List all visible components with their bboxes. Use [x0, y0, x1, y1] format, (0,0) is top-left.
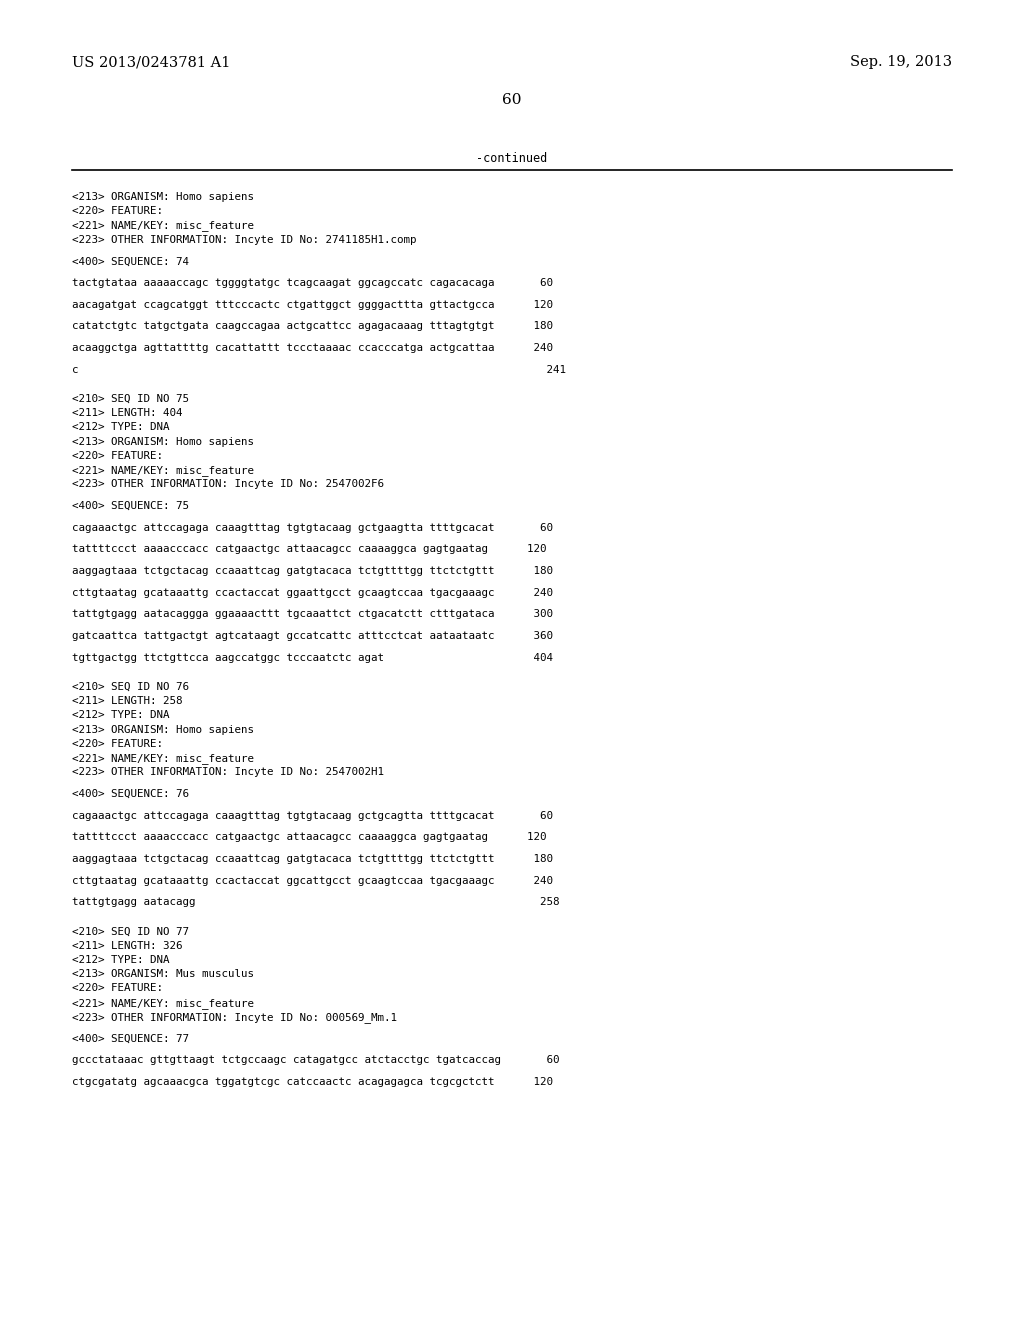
Text: gatcaattca tattgactgt agtcataagt gccatcattc atttcctcat aataataatc      360: gatcaattca tattgactgt agtcataagt gccatca… — [72, 631, 553, 642]
Text: 60: 60 — [502, 92, 522, 107]
Text: <223> OTHER INFORMATION: Incyte ID No: 2547002H1: <223> OTHER INFORMATION: Incyte ID No: 2… — [72, 767, 384, 777]
Text: <212> TYPE: DNA: <212> TYPE: DNA — [72, 954, 170, 965]
Text: <221> NAME/KEY: misc_feature: <221> NAME/KEY: misc_feature — [72, 998, 254, 1008]
Text: <213> ORGANISM: Mus musculus: <213> ORGANISM: Mus musculus — [72, 969, 254, 979]
Text: <221> NAME/KEY: misc_feature: <221> NAME/KEY: misc_feature — [72, 220, 254, 231]
Text: <210> SEQ ID NO 75: <210> SEQ ID NO 75 — [72, 393, 189, 404]
Text: <400> SEQUENCE: 75: <400> SEQUENCE: 75 — [72, 500, 189, 511]
Text: US 2013/0243781 A1: US 2013/0243781 A1 — [72, 55, 230, 69]
Text: <220> FEATURE:: <220> FEATURE: — [72, 739, 163, 748]
Text: catatctgtc tatgctgata caagccagaa actgcattcc agagacaaag tttagtgtgt      180: catatctgtc tatgctgata caagccagaa actgcat… — [72, 321, 553, 331]
Text: <223> OTHER INFORMATION: Incyte ID No: 000569_Mm.1: <223> OTHER INFORMATION: Incyte ID No: 0… — [72, 1012, 397, 1023]
Text: <210> SEQ ID NO 77: <210> SEQ ID NO 77 — [72, 927, 189, 937]
Text: <400> SEQUENCE: 77: <400> SEQUENCE: 77 — [72, 1034, 189, 1044]
Text: <213> ORGANISM: Homo sapiens: <213> ORGANISM: Homo sapiens — [72, 191, 254, 202]
Text: tattttccct aaaacccacc catgaactgc attaacagcc caaaaggca gagtgaatag      120: tattttccct aaaacccacc catgaactgc attaaca… — [72, 833, 547, 842]
Text: cttgtaatag gcataaattg ccactaccat ggaattgcct gcaagtccaa tgacgaaagc      240: cttgtaatag gcataaattg ccactaccat ggaattg… — [72, 587, 553, 598]
Text: <211> LENGTH: 326: <211> LENGTH: 326 — [72, 941, 182, 950]
Text: <400> SEQUENCE: 74: <400> SEQUENCE: 74 — [72, 256, 189, 267]
Text: cttgtaatag gcataaattg ccactaccat ggcattgcct gcaagtccaa tgacgaaagc      240: cttgtaatag gcataaattg ccactaccat ggcattg… — [72, 875, 553, 886]
Text: <221> NAME/KEY: misc_feature: <221> NAME/KEY: misc_feature — [72, 465, 254, 477]
Text: tattttccct aaaacccacc catgaactgc attaacagcc caaaaggca gagtgaatag      120: tattttccct aaaacccacc catgaactgc attaaca… — [72, 544, 547, 554]
Text: tattgtgagg aatacaggga ggaaaacttt tgcaaattct ctgacatctt ctttgataca      300: tattgtgagg aatacaggga ggaaaacttt tgcaaat… — [72, 610, 553, 619]
Text: aaggagtaaa tctgctacag ccaaattcag gatgtacaca tctgttttgg ttctctgttt      180: aaggagtaaa tctgctacag ccaaattcag gatgtac… — [72, 854, 553, 865]
Text: <400> SEQUENCE: 76: <400> SEQUENCE: 76 — [72, 789, 189, 799]
Text: <220> FEATURE:: <220> FEATURE: — [72, 206, 163, 216]
Text: gccctataaac gttgttaagt tctgccaagc catagatgcc atctacctgc tgatcaccag       60: gccctataaac gttgttaagt tctgccaagc cataga… — [72, 1055, 559, 1065]
Text: <221> NAME/KEY: misc_feature: <221> NAME/KEY: misc_feature — [72, 752, 254, 764]
Text: -continued: -continued — [476, 152, 548, 165]
Text: <211> LENGTH: 404: <211> LENGTH: 404 — [72, 408, 182, 418]
Text: c                                                                        241: c 241 — [72, 364, 566, 375]
Text: tgttgactgg ttctgttcca aagccatggc tcccaatctc agat                       404: tgttgactgg ttctgttcca aagccatggc tcccaat… — [72, 653, 553, 663]
Text: <223> OTHER INFORMATION: Incyte ID No: 2741185H1.comp: <223> OTHER INFORMATION: Incyte ID No: 2… — [72, 235, 417, 244]
Text: acaaggctga agttattttg cacattattt tccctaaaac ccacccatga actgcattaa      240: acaaggctga agttattttg cacattattt tccctaa… — [72, 343, 553, 352]
Text: <212> TYPE: DNA: <212> TYPE: DNA — [72, 422, 170, 433]
Text: cagaaactgc attccagaga caaagtttag tgtgtacaag gctgcagtta ttttgcacat       60: cagaaactgc attccagaga caaagtttag tgtgtac… — [72, 810, 553, 821]
Text: <210> SEQ ID NO 76: <210> SEQ ID NO 76 — [72, 682, 189, 692]
Text: ctgcgatatg agcaaacgca tggatgtcgc catccaactc acagagagca tcgcgctctt      120: ctgcgatatg agcaaacgca tggatgtcgc catccaa… — [72, 1077, 553, 1086]
Text: <212> TYPE: DNA: <212> TYPE: DNA — [72, 710, 170, 721]
Text: aacagatgat ccagcatggt tttcccactc ctgattggct ggggacttta gttactgcca      120: aacagatgat ccagcatggt tttcccactc ctgattg… — [72, 300, 553, 310]
Text: <213> ORGANISM: Homo sapiens: <213> ORGANISM: Homo sapiens — [72, 725, 254, 735]
Text: <220> FEATURE:: <220> FEATURE: — [72, 983, 163, 994]
Text: <213> ORGANISM: Homo sapiens: <213> ORGANISM: Homo sapiens — [72, 437, 254, 446]
Text: cagaaactgc attccagaga caaagtttag tgtgtacaag gctgaagtta ttttgcacat       60: cagaaactgc attccagaga caaagtttag tgtgtac… — [72, 523, 553, 532]
Text: Sep. 19, 2013: Sep. 19, 2013 — [850, 55, 952, 69]
Text: aaggagtaaa tctgctacag ccaaattcag gatgtacaca tctgttttgg ttctctgttt      180: aaggagtaaa tctgctacag ccaaattcag gatgtac… — [72, 566, 553, 576]
Text: <220> FEATURE:: <220> FEATURE: — [72, 451, 163, 461]
Text: <223> OTHER INFORMATION: Incyte ID No: 2547002F6: <223> OTHER INFORMATION: Incyte ID No: 2… — [72, 479, 384, 490]
Text: tattgtgagg aatacagg                                                     258: tattgtgagg aatacagg 258 — [72, 898, 559, 907]
Text: tactgtataa aaaaaccagc tggggtatgc tcagcaagat ggcagccatc cagacacaga       60: tactgtataa aaaaaccagc tggggtatgc tcagcaa… — [72, 279, 553, 288]
Text: <211> LENGTH: 258: <211> LENGTH: 258 — [72, 696, 182, 706]
